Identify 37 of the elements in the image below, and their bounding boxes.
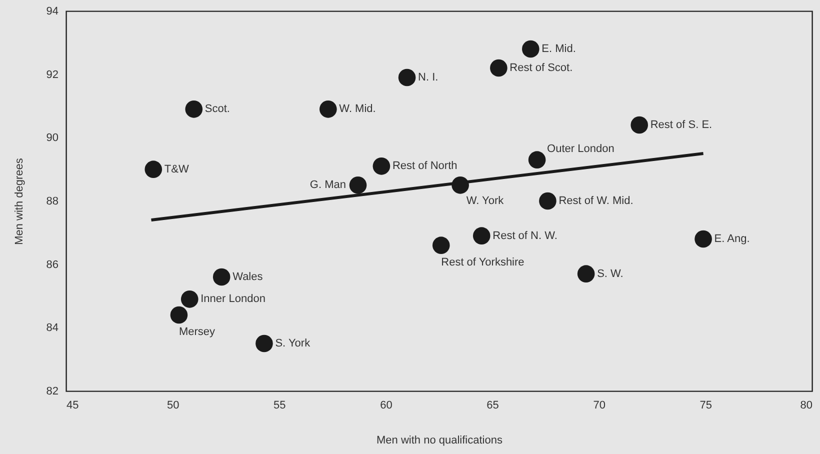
x-tick-label: 75 (700, 400, 712, 412)
annotation: Mersey (178, 326, 216, 338)
x-tick-label: 70 (593, 400, 606, 412)
x-tick-label: 60 (380, 400, 392, 412)
annotation: W. Mid. (339, 103, 376, 116)
annotation: N. I. (418, 72, 438, 84)
y-tick-label: 84 (46, 322, 58, 334)
x-tick-label: 55 (274, 400, 286, 412)
annotation: T&W (164, 163, 190, 176)
annotation: G. Man (310, 179, 346, 192)
annotation: Inner London (200, 293, 266, 306)
annotation: Wales (232, 271, 264, 283)
annotation: W. York (466, 195, 504, 208)
y-tick-label: 86 (46, 258, 58, 271)
annotation: Rest of North (392, 160, 458, 172)
annotation: Rest of N. W. (492, 230, 558, 242)
y-tick-label: 94 (46, 6, 58, 18)
annotation: Scot. (204, 103, 230, 116)
x-tick-label: 65 (486, 400, 499, 412)
annotation: Rest of S. E. (650, 119, 712, 131)
y-axis-title: Men with degrees (13, 158, 26, 245)
annotation: S. W. (597, 268, 624, 280)
x-axis-title: Men with no qualifications (376, 434, 503, 446)
annotation: Outer London (547, 142, 614, 155)
y-tick-label: 88 (46, 196, 58, 208)
y-tick-label: 82 (46, 386, 58, 398)
x-tick-label: 80 (800, 400, 812, 412)
annotation: Rest of Scot. (510, 62, 573, 74)
y-tick-label: 92 (46, 68, 58, 81)
y-tick-label: 90 (46, 132, 58, 144)
annotation: S. York (275, 338, 311, 350)
x-tick-label: 50 (166, 400, 180, 412)
x-tick-label: 45 (66, 400, 79, 412)
annotation: Rest of W. Mid. (558, 195, 634, 207)
annotation: E. Ang. (714, 233, 750, 245)
annotation: Rest of Yorkshire (441, 256, 524, 268)
annotation: E. Mid. (542, 43, 576, 55)
